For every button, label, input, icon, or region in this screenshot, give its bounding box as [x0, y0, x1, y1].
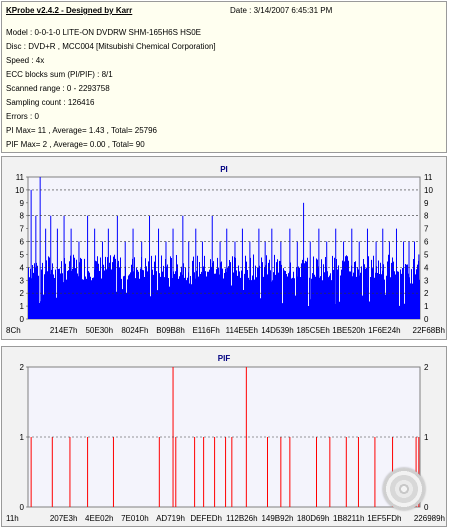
- pi-x-tick-label: 185C5Eh: [296, 326, 329, 335]
- pi-x-tick-label: 1BE520h: [332, 326, 365, 335]
- info-panel: KProbe v2.4.2 - Designed by Karr Date : …: [1, 1, 447, 153]
- scan-date: Date : 3/14/2007 6:45:31 PM: [230, 6, 333, 15]
- pif-x-tick-label: 11h: [6, 514, 19, 523]
- pi-x-tick-label: 1F6E24h: [368, 326, 400, 335]
- pi-x-tick-label: 114E5Eh: [226, 326, 258, 335]
- pi-y-tick-left: 0: [20, 315, 25, 324]
- pif-x-tick-label: 4EE02h: [85, 514, 113, 523]
- pi-y-tick-left: 9: [20, 199, 25, 208]
- pif-x-tick-label: 180D69h: [297, 514, 329, 523]
- pi-y-tick-left: 2: [20, 289, 25, 298]
- pi-y-tick-right: 6: [424, 238, 429, 247]
- pif-chart-panel: PIF 0 0 1 1 2 2 11h 207E3h 4EE02h 7E010h AD719h DEFE…: [1, 346, 447, 527]
- pi-y-tick-left: 4: [20, 263, 25, 272]
- pi-y-tick-right: 10: [424, 186, 433, 195]
- pif-x-tick-label: 207E3h: [50, 514, 78, 523]
- pif-x-tick-label: DEFEDh: [190, 514, 222, 523]
- pi-y-tick-left: 8: [20, 212, 25, 221]
- pif-y-tick-left: 1: [20, 433, 25, 442]
- pif-y-tick-right: 0: [424, 503, 429, 512]
- pi-y-tick-right: 4: [424, 263, 429, 272]
- pif-x-tick-label: 112B26h: [226, 514, 257, 523]
- pif-y-tick-right: 1: [424, 433, 429, 442]
- pi-y-tick-right: 1: [424, 302, 429, 311]
- pif-x-tick-label: 1EF5FDh: [367, 514, 401, 523]
- pi-x-tick-label: E116Fh: [192, 326, 219, 335]
- info-model: Model : 0-0-1-0 LITE-ON DVDRW SHM-165H6S…: [6, 28, 202, 37]
- pi-y-tick-left: 1: [20, 302, 25, 311]
- pi-x-tick-label: 8024Fh: [121, 326, 148, 335]
- pif-y-tick-left: 2: [20, 363, 25, 372]
- pif-x-tick-label: 1B8211h: [333, 514, 364, 523]
- pi-x-tick-label: 8Ch: [6, 326, 21, 335]
- pi-y-tick-right: 9: [424, 199, 429, 208]
- pi-y-tick-left: 3: [20, 276, 25, 285]
- pi-y-tick-right: 2: [424, 289, 429, 298]
- pi-y-tick-right: 0: [424, 315, 429, 324]
- info-disc: Disc : DVD+R , MCC004 [Mitsubishi Chemic…: [6, 42, 216, 51]
- info-ecc-sum: ECC blocks sum (PI/PIF) : 8/1: [6, 70, 113, 79]
- pif-y-tick-right: 2: [424, 363, 429, 372]
- pi-y-tick-left: 6: [20, 238, 25, 247]
- pi-chart-panel: PI 0 0 1 1 2 2 3 3 4 4 5 5 6 6 7 7 8 8 9 9 10 10 11 11 8Ch 214E7h 5…: [1, 156, 447, 340]
- pi-x-tick-label: 214E7h: [50, 326, 78, 335]
- pi-x-tick-label: 22F68Bh: [413, 326, 445, 335]
- pi-y-tick-right: 7: [424, 225, 429, 234]
- info-speed: Speed : 4x: [6, 56, 45, 65]
- pif-x-tick-label: 226989h: [414, 514, 445, 523]
- pi-y-tick-left: 7: [20, 225, 25, 234]
- pif-chart-title: PIF: [218, 354, 231, 363]
- pi-y-tick-left: 5: [20, 250, 25, 259]
- pi-x-tick-label: 50E30h: [85, 326, 113, 335]
- pi-y-tick-right: 5: [424, 250, 429, 259]
- pi-y-tick-left: 11: [16, 173, 25, 182]
- info-scanned-range: Scanned range : 0 - 2293758: [6, 84, 110, 93]
- pif-x-tick-label: AD719h: [156, 514, 185, 523]
- pif-y-tick-left: 0: [20, 503, 25, 512]
- info-sampling-count: Sampling count : 126416: [6, 98, 95, 107]
- info-pif-stats: PIF Max= 2 , Average= 0.00 , Total= 90: [6, 140, 145, 149]
- pi-y-tick-left: 10: [15, 186, 24, 195]
- info-pi-stats: PI Max= 11 , Average= 1.43 , Total= 2579…: [6, 126, 157, 135]
- disc-icon: [383, 468, 425, 510]
- pi-y-tick-right: 11: [424, 173, 433, 182]
- pi-y-tick-right: 8: [424, 212, 429, 221]
- pi-x-tick-label: B09B8h: [156, 326, 184, 335]
- pif-chart: PIF 0 0 1 1 2 2 11h 207E3h 4EE02h 7E010h AD719h DEFE…: [6, 354, 445, 523]
- pif-x-tick-label: 7E010h: [121, 514, 149, 523]
- info-errors: Errors : 0: [6, 112, 39, 121]
- pi-y-tick-right: 3: [424, 276, 429, 285]
- app-title: KProbe v2.4.2 - Designed by Karr: [6, 6, 133, 15]
- pi-chart-title: PI: [220, 165, 228, 174]
- pi-x-tick-label: 14D539h: [261, 326, 293, 335]
- pif-x-tick-label: 149B92h: [261, 514, 293, 523]
